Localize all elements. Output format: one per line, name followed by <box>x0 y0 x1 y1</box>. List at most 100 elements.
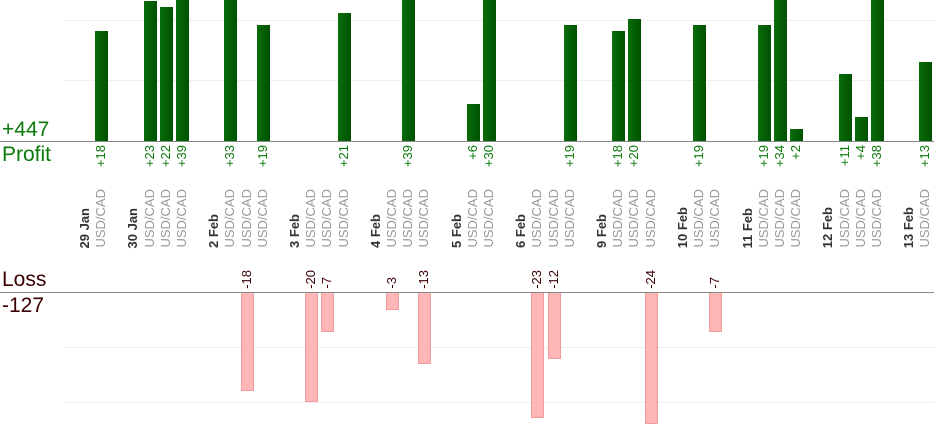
profit-value-label: +19 <box>755 145 771 168</box>
pair-label: USD/CAD <box>707 189 723 248</box>
profit-value-label: +11 <box>836 145 852 167</box>
profit-bar <box>773 0 787 141</box>
profit-bar <box>466 104 480 141</box>
date-label: 4 Feb <box>367 214 383 248</box>
pair-label: USD/CAD <box>400 189 416 248</box>
date-label: 5 Feb <box>448 214 464 248</box>
profit-value-label: +34 <box>771 145 787 168</box>
pair-label: USD/CAD <box>157 189 173 248</box>
profit-value-label: +22 <box>157 145 173 168</box>
pair-label: USD/CAD <box>254 189 270 248</box>
profit-bar <box>224 0 238 141</box>
profit-total: +447 <box>2 118 50 141</box>
pair-label: USD/CAD <box>771 189 787 248</box>
profit-bar <box>402 0 416 141</box>
loss-bar <box>531 293 545 419</box>
loss-gridline <box>64 347 934 348</box>
profit-bar <box>175 0 189 141</box>
profit-value-label: +38 <box>868 145 884 168</box>
profit-bar <box>337 12 351 141</box>
profit-bar <box>757 25 771 141</box>
pair-label: USD/CAD <box>755 189 771 248</box>
loss-bar <box>321 293 335 332</box>
profit-value-label: +18 <box>610 145 626 168</box>
date-label: 13 Feb <box>901 206 917 248</box>
loss-value-label: -7 <box>319 277 335 289</box>
loss-value-label: -20 <box>303 270 319 289</box>
loss-value-label: -24 <box>642 270 658 289</box>
pair-label: USD/CAD <box>141 189 157 248</box>
date-label: 12 Feb <box>820 206 836 248</box>
pair-label: USD/CAD <box>642 189 658 248</box>
profit-bar <box>628 19 642 141</box>
pair-label: USD/CAD <box>529 189 545 248</box>
profit-bar <box>612 31 626 141</box>
profit-value-label: +23 <box>141 145 157 168</box>
pair-label: USD/CAD <box>788 189 804 248</box>
profit-bar <box>256 25 270 141</box>
date-label: 10 Feb <box>674 206 690 248</box>
pair-label: USD/CAD <box>836 189 852 248</box>
pair-label: USD/CAD <box>238 189 254 248</box>
pair-label: USD/CAD <box>481 189 496 248</box>
pair-label: USD/CAD <box>93 189 109 248</box>
loss-baseline <box>0 292 934 293</box>
profit-value-label: +33 <box>222 145 238 168</box>
profit-bar <box>95 31 109 141</box>
profit-gridline <box>64 80 934 81</box>
pair-label: USD/CAD <box>384 189 400 248</box>
pair-label: USD/CAD <box>561 189 577 248</box>
profit-value-label: +20 <box>626 145 642 168</box>
profit-bar <box>483 0 496 141</box>
date-label: 30 Jan <box>125 207 141 248</box>
profit-bar <box>159 6 173 141</box>
profit-bar <box>854 116 868 141</box>
profit-value-label: +21 <box>335 145 351 168</box>
date-label: 9 Feb <box>594 214 610 248</box>
loss-bar <box>240 293 254 392</box>
profit-bar <box>919 61 933 141</box>
pair-label: USD/CAD <box>335 189 351 248</box>
profit-value-label: +2 <box>788 145 804 160</box>
pair-label: USD/CAD <box>626 189 642 248</box>
loss-value-label: -3 <box>384 277 400 289</box>
profit-bar <box>838 73 852 141</box>
pair-label: USD/CAD <box>917 189 933 248</box>
profit-value-label: +13 <box>917 145 933 168</box>
pair-label: USD/CAD <box>464 189 480 248</box>
profit-value-label: +19 <box>691 145 707 168</box>
pair-label: USD/CAD <box>173 189 189 248</box>
pair-label: USD/CAD <box>852 189 868 248</box>
profit-value-label: +30 <box>481 145 496 168</box>
pair-label: USD/CAD <box>545 189 561 248</box>
profit-bar <box>143 0 157 141</box>
profit-value-label: +6 <box>464 145 480 160</box>
profit-bar <box>790 128 804 141</box>
profit-value-label: +39 <box>400 145 416 168</box>
loss-value-label: -12 <box>545 270 561 289</box>
loss-value-label: -18 <box>238 270 254 289</box>
date-label: 3 Feb <box>287 214 303 248</box>
date-label: 6 Feb <box>513 214 529 248</box>
profit-bar <box>870 0 884 141</box>
profit-value-label: +19 <box>561 145 577 168</box>
profit-bar <box>693 25 707 141</box>
loss-total: -127 <box>2 294 45 317</box>
profit-gridline <box>64 20 934 21</box>
loss-bar <box>547 293 561 359</box>
loss-bar <box>418 293 432 365</box>
loss-value-label: -7 <box>707 277 723 289</box>
loss-bar <box>386 293 400 311</box>
profit-value-label: +4 <box>852 145 868 160</box>
profit-value-label: +19 <box>254 145 270 168</box>
profit-label: Profit <box>2 143 52 166</box>
date-label: 11 Feb <box>739 207 755 248</box>
profit-baseline <box>0 141 934 142</box>
pair-label: USD/CAD <box>319 189 335 248</box>
loss-value-label: -23 <box>529 270 545 289</box>
loss-gridline <box>64 402 934 403</box>
pair-label: USD/CAD <box>222 189 238 248</box>
pair-label: USD/CAD <box>691 189 707 248</box>
pair-label: USD/CAD <box>868 189 884 248</box>
pair-label: USD/CAD <box>416 189 432 248</box>
